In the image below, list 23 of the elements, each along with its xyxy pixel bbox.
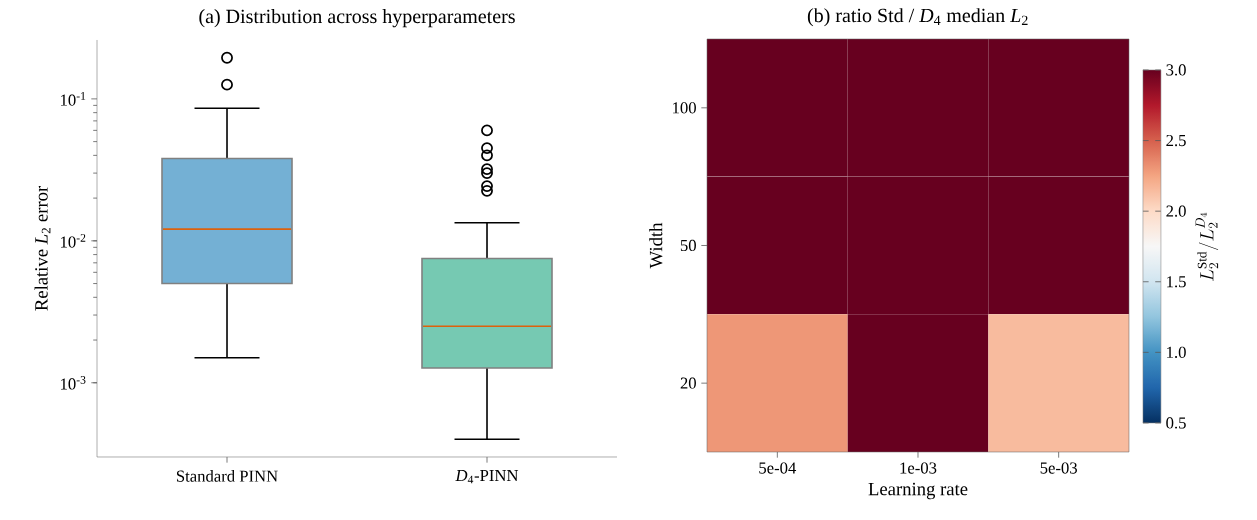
y-axis-title: Width — [649, 222, 663, 269]
x-tick-label: 1e-03 — [900, 462, 937, 474]
x-tick-label: D$_{4}$-PINN — [455, 470, 519, 484]
color-bar-label: 1.0 — [1167, 346, 1186, 359]
x-axis-title: Learning rate — [868, 482, 968, 500]
x-tick-label: Standard PINN — [176, 470, 278, 482]
y-tick-label: 20 — [680, 377, 696, 389]
x-tick-label: 5e-04 — [759, 462, 797, 474]
color-bar-label: 3.0 — [1166, 64, 1186, 76]
y-tick-label: 10$^{-3}$ — [61, 375, 86, 390]
color-bar-label: 2.5 — [1166, 134, 1186, 147]
y-tick-label: 10$^{-2}$ — [61, 233, 86, 248]
color-bar-label: 2.0 — [1166, 205, 1186, 217]
color-bar-title: $L_2^{\mathrm{Std}}/L_2^{D_4}$ — [1195, 212, 1219, 281]
color-bar-label: 0.5 — [1166, 417, 1186, 429]
chart-title: (b) ratio Std / D$_{4}$ median L$_{2}$ — [807, 8, 1028, 27]
chart-title: (a) Distribution across hyperparameters — [199, 9, 515, 28]
y-tick-label: 100 — [673, 102, 696, 114]
y-tick-label: 50 — [680, 239, 696, 252]
y-tick-label: 10$^{-1}$ — [61, 92, 86, 106]
x-tick-label: 5e-03 — [1040, 462, 1077, 474]
y-axis-title: Relative L$_{2}$ error — [34, 185, 51, 311]
color-bar-label: 1.5 — [1167, 276, 1186, 288]
